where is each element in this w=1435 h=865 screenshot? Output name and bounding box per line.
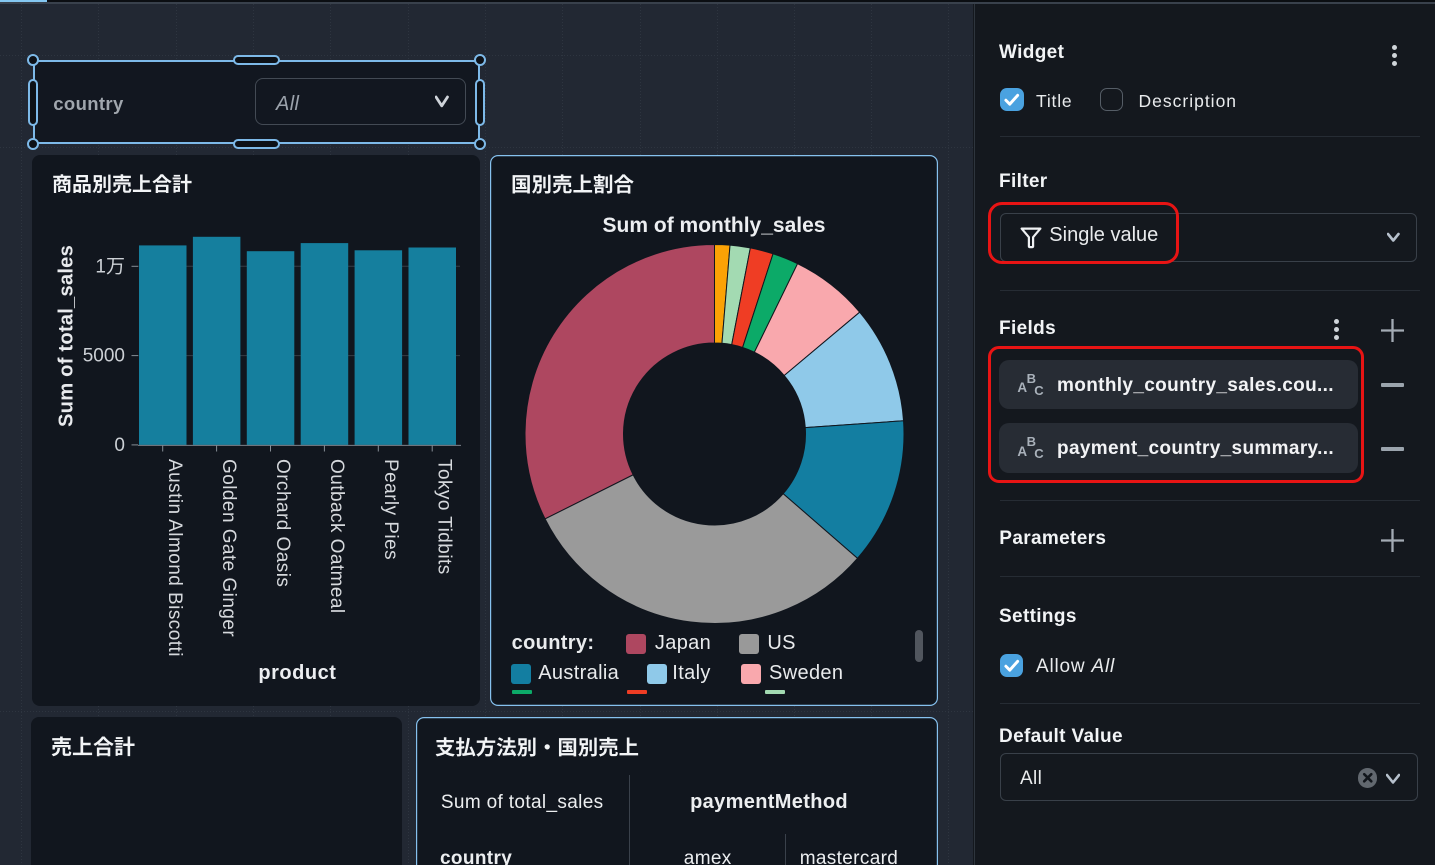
svg-text:Pearly Pies: Pearly Pies	[380, 459, 401, 560]
svg-text:product: product	[258, 662, 336, 684]
svg-text:Sum of total_sales: Sum of total_sales	[56, 245, 78, 427]
svg-text:Austin Almond Biscotti: Austin Almond Biscotti	[164, 459, 185, 657]
svg-text:0: 0	[114, 435, 125, 456]
svg-text:5000: 5000	[83, 346, 125, 367]
svg-text:Outback Oatmeal: Outback Oatmeal	[326, 459, 347, 614]
svg-text:Orchard Oasis: Orchard Oasis	[272, 459, 293, 587]
svg-text:Tokyo Tidbits: Tokyo Tidbits	[434, 459, 455, 575]
svg-text:Golden Gate Ginger: Golden Gate Ginger	[218, 459, 239, 637]
